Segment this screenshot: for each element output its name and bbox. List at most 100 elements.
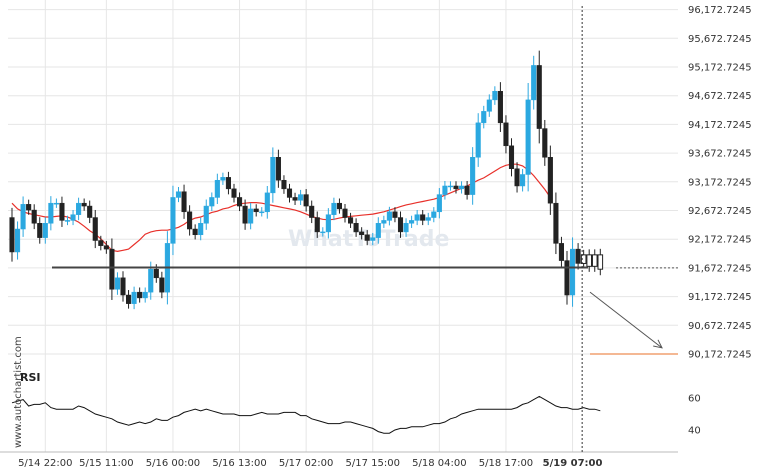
candle bbox=[570, 237, 576, 307]
candle-body bbox=[275, 157, 281, 181]
candle bbox=[586, 249, 593, 272]
candle bbox=[59, 196, 65, 227]
y-tick-label: 91,172.7245 bbox=[688, 292, 752, 303]
x-tick-label: 5/18 17:00 bbox=[479, 458, 533, 469]
candle-body bbox=[353, 223, 359, 233]
candle bbox=[359, 227, 365, 240]
candle bbox=[370, 232, 376, 246]
candle-body bbox=[209, 197, 215, 207]
candle-body bbox=[31, 209, 37, 224]
candles-layer bbox=[9, 50, 604, 310]
x-tick-label: 5/19 07:00 bbox=[543, 458, 603, 469]
candle-body bbox=[264, 192, 270, 213]
candle bbox=[103, 240, 109, 254]
candle-body bbox=[142, 291, 148, 299]
candle-body bbox=[64, 220, 71, 222]
candle-body bbox=[575, 248, 581, 264]
candle bbox=[364, 230, 370, 246]
forecast-arrow-line bbox=[589, 291, 663, 349]
candle bbox=[248, 202, 254, 230]
x-tick-label: 5/18 04:00 bbox=[412, 458, 466, 469]
candle-body bbox=[453, 185, 459, 190]
candle bbox=[520, 168, 526, 192]
x-tick-label: 5/14 22:00 bbox=[18, 458, 72, 469]
candle-body bbox=[281, 179, 287, 190]
candle bbox=[264, 186, 270, 219]
candle bbox=[64, 215, 71, 226]
candle-body bbox=[531, 65, 537, 101]
candle-body bbox=[464, 185, 470, 195]
candle bbox=[131, 286, 137, 310]
candle-body bbox=[37, 223, 43, 238]
candle-body bbox=[470, 157, 476, 195]
candle bbox=[342, 203, 348, 223]
candle bbox=[597, 248, 604, 276]
candle-body bbox=[403, 223, 409, 233]
candle bbox=[87, 200, 93, 224]
candle bbox=[464, 180, 470, 200]
candle-body bbox=[436, 194, 442, 213]
candle bbox=[76, 197, 82, 221]
candle-body bbox=[137, 291, 143, 299]
candle-body bbox=[203, 205, 209, 224]
candle-body bbox=[242, 205, 248, 224]
candle-body bbox=[286, 188, 293, 198]
candle bbox=[170, 185, 176, 256]
candle-body bbox=[364, 234, 370, 241]
candle-body bbox=[42, 223, 48, 238]
candle-body bbox=[397, 217, 404, 233]
candle-body bbox=[259, 211, 265, 214]
candle bbox=[37, 217, 43, 244]
candle-body bbox=[586, 254, 593, 267]
candle-body bbox=[114, 277, 121, 290]
candle-body bbox=[98, 240, 104, 246]
candle-body bbox=[131, 291, 137, 304]
candle bbox=[309, 200, 315, 224]
candle bbox=[531, 55, 537, 110]
candle bbox=[336, 198, 342, 214]
candle bbox=[187, 205, 193, 236]
rsi-line bbox=[11, 395, 601, 434]
candle bbox=[547, 145, 553, 215]
candle bbox=[409, 215, 415, 228]
candle-body bbox=[48, 202, 54, 224]
candle bbox=[431, 207, 437, 223]
candle-body bbox=[447, 185, 453, 188]
candle bbox=[553, 192, 559, 255]
candle bbox=[459, 181, 465, 194]
y-tick-label: 94,672.7245 bbox=[688, 91, 752, 102]
candle-body bbox=[553, 202, 559, 244]
candle bbox=[114, 272, 121, 295]
candle bbox=[109, 238, 115, 300]
y-axis: 96,172.7245 95,672.7245 95,172.7245 94,672.… bbox=[688, 5, 752, 360]
candle bbox=[453, 181, 459, 194]
candle bbox=[214, 173, 220, 204]
candle bbox=[580, 249, 587, 269]
candle bbox=[492, 86, 498, 105]
candle-body bbox=[558, 243, 565, 261]
y-tick-label: 92,672.7245 bbox=[688, 206, 752, 217]
candle-body bbox=[103, 245, 109, 250]
candle bbox=[81, 198, 87, 211]
x-tick-label: 5/17 15:00 bbox=[346, 458, 400, 469]
grid bbox=[0, 0, 678, 453]
candle bbox=[470, 147, 476, 205]
candle bbox=[42, 217, 48, 244]
x-tick-label: 5/17 02:00 bbox=[279, 458, 333, 469]
candle bbox=[381, 215, 387, 228]
candle-body bbox=[342, 208, 348, 218]
candle bbox=[9, 207, 15, 262]
candle-body bbox=[237, 197, 243, 207]
candle bbox=[536, 50, 542, 144]
candle-body bbox=[187, 211, 193, 230]
candle-body bbox=[298, 194, 304, 201]
candle bbox=[20, 196, 26, 237]
candle bbox=[275, 149, 281, 188]
candle bbox=[447, 181, 453, 191]
candle bbox=[220, 172, 226, 185]
candle-body bbox=[508, 145, 515, 170]
candle bbox=[508, 138, 515, 177]
candle bbox=[259, 207, 265, 217]
candle bbox=[48, 196, 54, 231]
